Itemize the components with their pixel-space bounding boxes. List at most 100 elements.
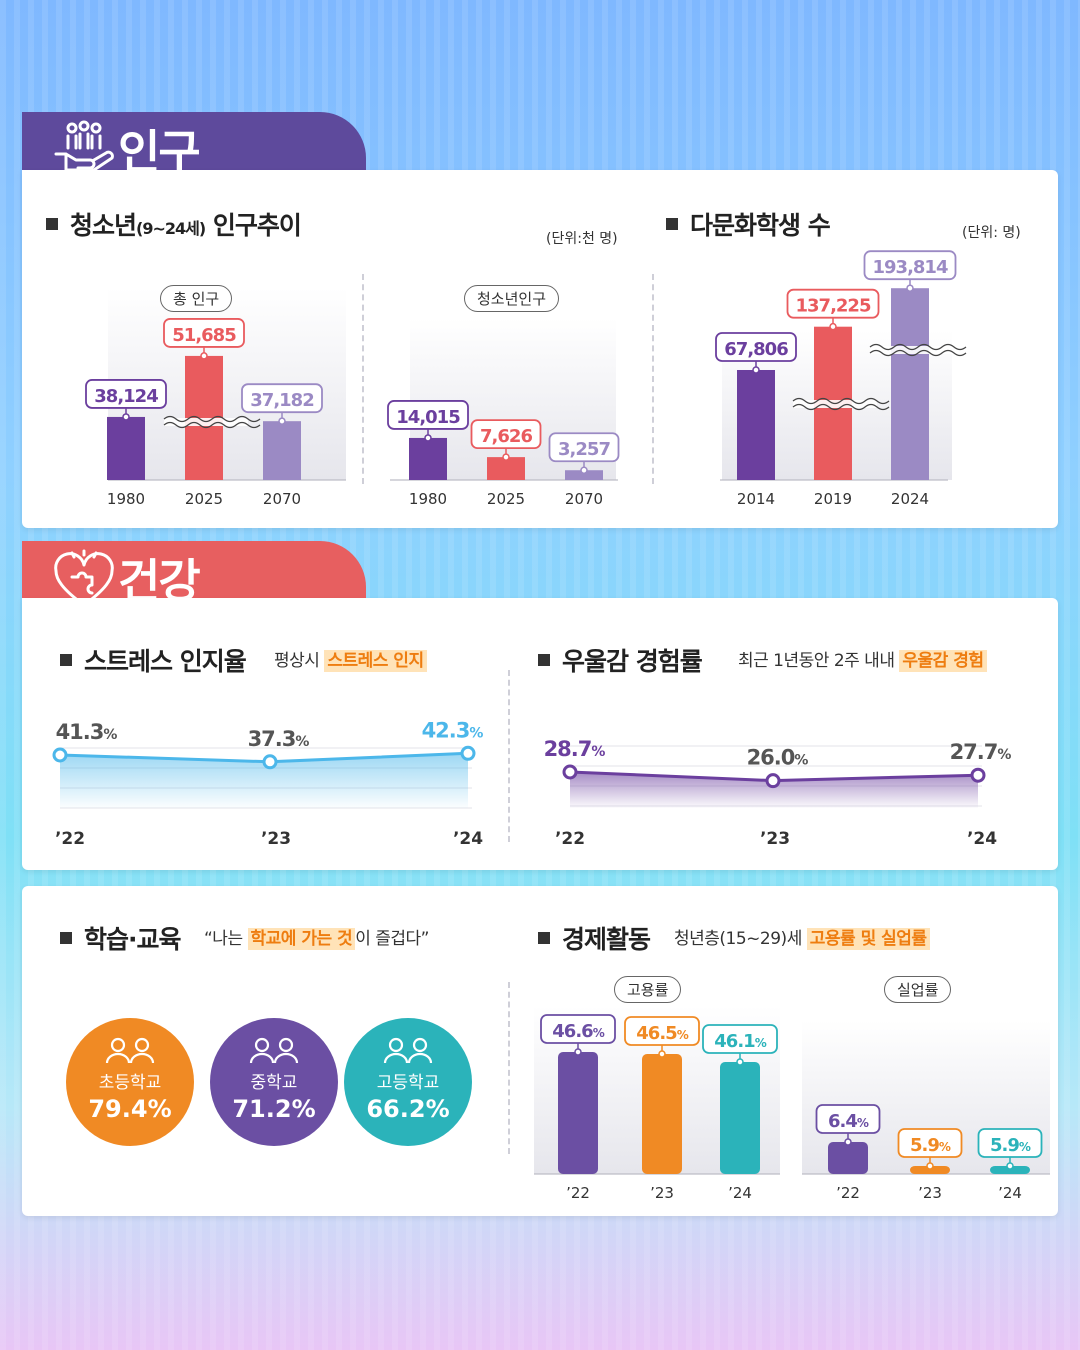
- x-tick-label: ’23: [261, 829, 291, 849]
- employment-label: 고용률: [614, 976, 682, 1003]
- economy-heading: 경제활동: [538, 920, 651, 956]
- label-dot: [829, 322, 837, 331]
- label-dot: [926, 1162, 934, 1170]
- bar: [737, 370, 775, 480]
- population-panel: 청소년(9~24세) 인구추이 (단위:천 명) 다문화학생 수 (단위: 명)…: [22, 170, 1058, 528]
- area-fill: [60, 753, 468, 808]
- quote-open: “나는: [204, 929, 248, 949]
- total-population-chart: 38,124 1980 51,685 2025 37,182 2070: [85, 318, 346, 508]
- heading-bullet: [60, 654, 72, 666]
- high-school-circle: 고등학교 66.2%: [344, 1018, 472, 1146]
- data-label: 26.0%: [747, 746, 809, 770]
- label-dot: [502, 453, 510, 461]
- value-label: 5.9%: [910, 1135, 951, 1156]
- x-tick-label: ’23: [650, 1184, 674, 1202]
- label-dot: [580, 466, 588, 474]
- school-value: 79.4%: [88, 1095, 172, 1123]
- quote-close: 이 즐겁다”: [355, 929, 429, 949]
- value-label: 3,257: [558, 439, 610, 460]
- multicultural-heading: 다문화학생 수: [666, 206, 831, 242]
- youth-title-main: 청소년: [70, 211, 137, 240]
- label-dot: [844, 1138, 852, 1146]
- helping-hand-icon: [54, 120, 114, 172]
- label-dot: [1006, 1162, 1014, 1170]
- data-label: 41.3%: [56, 720, 118, 744]
- elementary-school-circle: 초등학교 79.4%: [66, 1018, 194, 1146]
- value-label-box: [163, 318, 245, 348]
- heading-bullet: [538, 654, 550, 666]
- depression-heading: 우울감 경험률: [538, 642, 703, 678]
- value-label: 37,182: [250, 390, 313, 411]
- stress-subtitle: 평상시 스트레스 인지: [274, 646, 427, 672]
- heading-bullet: [666, 218, 678, 230]
- x-tick-label: 2070: [263, 490, 301, 508]
- bar: [565, 470, 603, 480]
- value-label: 67,806: [724, 339, 788, 360]
- x-tick-label: 2019: [814, 490, 852, 508]
- depression-sub-highlight: 우울감 경험: [899, 650, 987, 672]
- x-tick-label: ’22: [566, 1184, 590, 1202]
- bar: [409, 437, 447, 480]
- bar: [107, 416, 145, 480]
- unemployment-chart: 6.4% ’22 5.9% ’23 5.9% ’24: [802, 1104, 1050, 1202]
- x-tick-label: 2070: [565, 490, 603, 508]
- multicultural-title: 다문화학생 수: [690, 211, 831, 240]
- label-dot: [278, 417, 286, 425]
- youth-title-rest: 인구추이: [205, 211, 302, 240]
- value-label: 137,225: [796, 296, 871, 317]
- depression-sub-plain: 최근 1년동안 2주 내내: [738, 651, 900, 671]
- stress-sub-plain: 평상시: [274, 651, 325, 671]
- value-label: 46.6%: [552, 1021, 604, 1042]
- value-label: 51,685: [172, 325, 236, 346]
- axis-break-line: [792, 403, 890, 411]
- economy-sub-highlight: 고용률 및 실업률: [806, 928, 930, 950]
- label-dot: [200, 352, 208, 360]
- school-label: 고등학교: [376, 1073, 440, 1093]
- students-icon: [210, 1036, 338, 1064]
- x-tick-label: 2025: [185, 490, 223, 508]
- divider: [508, 670, 510, 842]
- quote-highlight: 학교에 가는 것: [247, 928, 356, 950]
- value-label: 7,626: [480, 426, 532, 447]
- multicultural-chart: 67,806 2014 137,225 2019 193,814 2024: [715, 250, 967, 508]
- data-point: [562, 764, 578, 780]
- value-label: 14,015: [396, 407, 460, 428]
- school-value: 66.2%: [366, 1095, 450, 1123]
- heading-bullet: [46, 218, 58, 230]
- axis-break-line: [163, 415, 261, 423]
- value-label: 46.5%: [636, 1023, 688, 1044]
- heart-puzzle-icon: [54, 549, 114, 607]
- bar: [185, 355, 223, 480]
- data-label: 37.3%: [248, 727, 310, 751]
- x-tick-label: 2024: [891, 490, 929, 508]
- area-fill: [570, 772, 978, 808]
- depression-title: 우울감 경험률: [562, 647, 703, 676]
- heading-bullet: [60, 932, 72, 944]
- education-heading: 학습·교육: [60, 920, 181, 956]
- bar: [891, 288, 929, 480]
- axis-break-line: [869, 343, 967, 351]
- unemployment-label: 실업률: [884, 976, 952, 1003]
- data-label: 42.3%: [422, 718, 484, 742]
- youth-population-unit: (단위:천 명): [546, 231, 618, 247]
- school-label: 초등학교: [98, 1073, 162, 1093]
- value-label: 193,814: [873, 257, 948, 278]
- population-charts: 38,124 1980 51,685 2025 37,182 2070 14,015 198…: [85, 250, 967, 508]
- value-label: 6.4%: [828, 1111, 869, 1132]
- x-tick-label: 2025: [487, 490, 525, 508]
- x-tick-label: ’24: [967, 829, 997, 849]
- bar: [558, 1052, 598, 1174]
- bar: [720, 1062, 760, 1174]
- school-label: 중학교: [250, 1073, 298, 1093]
- x-tick-label: ’23: [918, 1184, 942, 1202]
- health-panel: 스트레스 인지율 평상시 스트레스 인지 우울감 경험률 최근 1년동안 2주 …: [22, 598, 1058, 870]
- economy-subtitle: 청년층(15~29)세 고용률 및 실업률: [674, 924, 930, 950]
- axis-break-line: [792, 397, 890, 405]
- depression-subtitle: 최근 1년동안 2주 내내 우울감 경험: [738, 646, 987, 672]
- employment-chart: 46.6% ’22 46.5% ’23 46.1% ’24: [534, 1014, 780, 1202]
- youth-population-chart: 14,015 1980 7,626 2025 3,257 2070: [387, 400, 620, 508]
- x-tick-label: 1980: [107, 490, 145, 508]
- axis-break-line: [869, 349, 967, 357]
- economy-charts: 46.6% ’22 46.5% ’23 46.1% ’24 6.4% ’22 5.9% ’23 5…: [534, 1006, 1050, 1202]
